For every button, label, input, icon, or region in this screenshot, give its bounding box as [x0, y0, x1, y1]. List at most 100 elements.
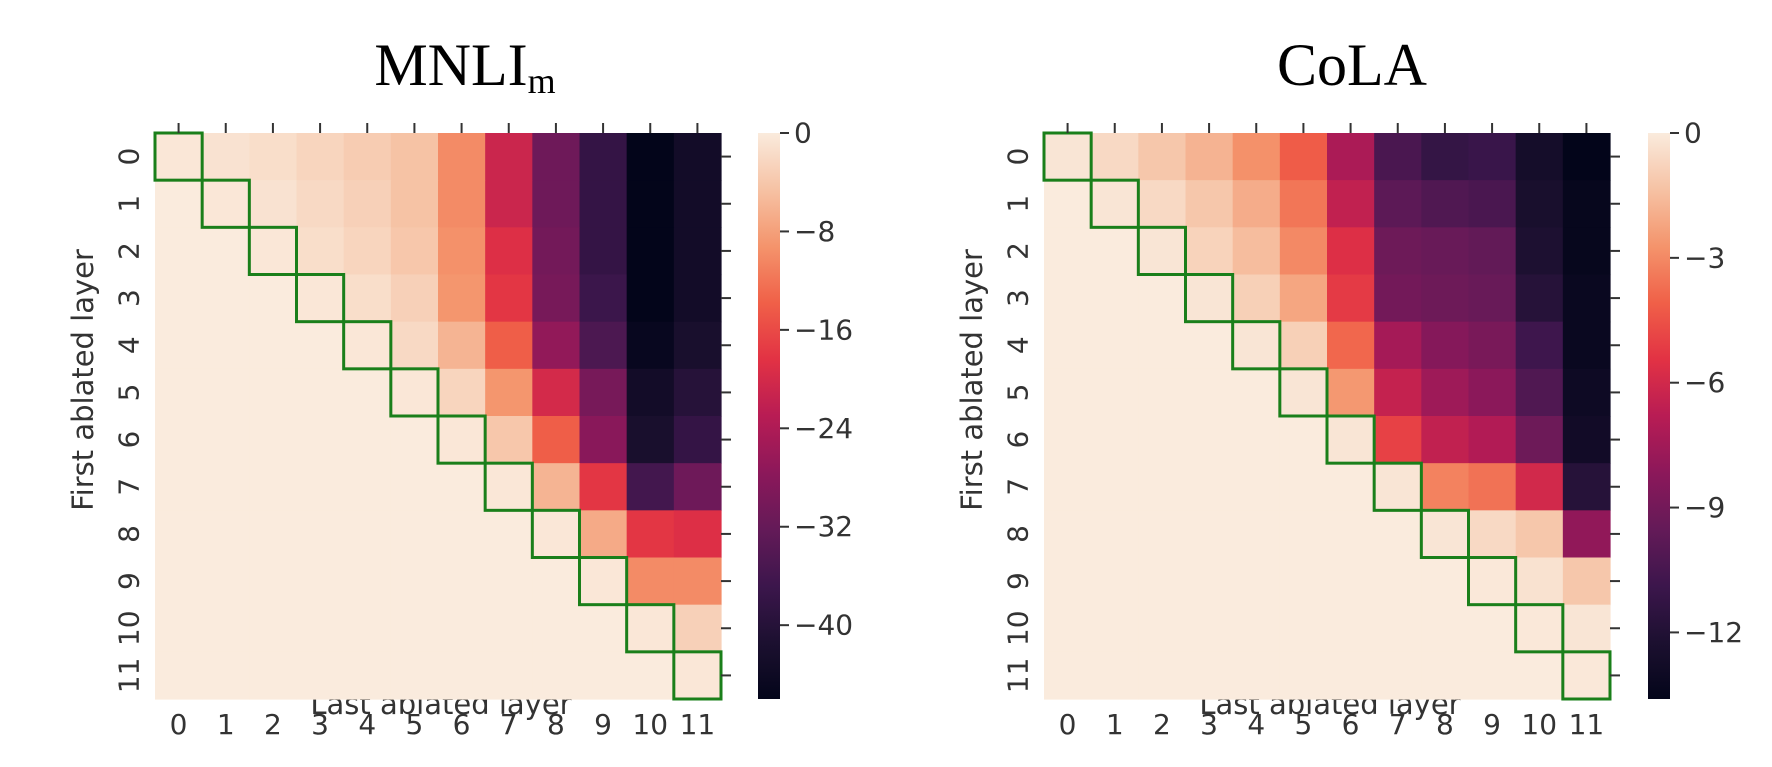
heatmap-cell	[155, 416, 203, 464]
heatmap-cell	[579, 227, 628, 276]
heatmap-cell	[1327, 368, 1375, 417]
heatmap-cell	[296, 133, 345, 181]
heatmap-cell	[1232, 227, 1281, 276]
heatmap-cell	[1138, 463, 1187, 511]
diagonal-cell-outline	[1325, 414, 1376, 465]
heatmap-cell	[438, 463, 486, 511]
y-tick-label: 0	[1002, 148, 1035, 166]
heatmap-cell	[1044, 557, 1092, 606]
heatmap-cell	[532, 133, 581, 181]
heatmap-cell	[438, 321, 486, 370]
heatmap-cell	[249, 274, 298, 323]
heatmap-cell	[390, 463, 439, 511]
heatmap-cell	[1562, 321, 1611, 370]
y-axis: 0 1 2 3 4 5 6 7 8 9 10 11	[1002, 148, 1620, 693]
heatmap-cell	[579, 557, 628, 606]
heatmap-cell	[579, 463, 628, 511]
heatmap-cell	[296, 463, 345, 511]
x-tick-label: 7	[1389, 708, 1407, 741]
heatmap-cell	[1185, 510, 1234, 559]
heatmap-cell	[343, 604, 392, 653]
heatmap-cell	[1515, 133, 1564, 181]
heatmap-cell	[343, 227, 392, 276]
heatmap-cell	[249, 227, 298, 276]
heatmap-cell	[532, 651, 581, 700]
heatmap-cell	[485, 133, 533, 181]
heatmap-cell	[626, 321, 675, 370]
heatmap-cell	[1044, 321, 1092, 370]
heatmap-cell	[485, 651, 533, 700]
heatmap-cell	[1374, 463, 1422, 511]
heatmap-cell	[155, 368, 203, 417]
diagonal-highlight	[1042, 131, 1612, 701]
colorbar-tick-label: 0	[794, 117, 812, 150]
heatmap-cell	[1185, 368, 1234, 417]
colorbar-tick-label: −3	[1684, 241, 1725, 274]
heatmap-cell	[202, 321, 250, 370]
heatmap-cell	[296, 651, 345, 700]
heatmap-cell	[390, 274, 439, 323]
heatmap-cell	[673, 321, 722, 370]
heatmap-cell	[1421, 180, 1470, 228]
x-tick-label: 0	[1059, 708, 1077, 741]
y-tick-label: 4	[113, 336, 146, 354]
heatmap-cell	[390, 557, 439, 606]
heatmap-cell	[1044, 416, 1092, 464]
heatmap-cell	[296, 227, 345, 276]
heatmap-cell	[390, 604, 439, 653]
heatmap-cell	[1421, 510, 1470, 559]
y-tick-label: 11	[113, 658, 146, 694]
heatmap-cell	[1515, 651, 1564, 700]
heatmap-cell	[390, 510, 439, 559]
heatmap-cell	[1279, 180, 1328, 228]
heatmap-cell	[1044, 180, 1092, 228]
colorbar-tick-label: −24	[794, 412, 853, 445]
y-tick-label: 10	[1002, 610, 1035, 646]
heatmap-cell	[1562, 557, 1611, 606]
heatmap-cell	[343, 416, 392, 464]
diagonal-cell-outline	[200, 178, 251, 229]
heatmap-cell	[1232, 321, 1281, 370]
heatmap-cell	[249, 180, 298, 228]
heatmap-cell	[1562, 651, 1611, 700]
x-tick-label: 10	[632, 708, 668, 741]
x-tick-label: 7	[500, 708, 518, 741]
heatmap-cell	[1515, 463, 1564, 511]
colorbar-gradient	[1648, 133, 1670, 699]
heatmap-cell	[1327, 274, 1375, 323]
heatmap-cell	[1515, 416, 1564, 464]
heatmap-cell	[1374, 274, 1422, 323]
diagonal-cell-outline	[1467, 556, 1518, 607]
heatmap-cell	[1421, 416, 1470, 464]
colorbar-gradient	[758, 133, 780, 699]
heatmap-cell	[343, 133, 392, 181]
heatmap-cell	[673, 510, 722, 559]
heatmap-cells	[1044, 133, 1611, 700]
heatmap-cell	[1279, 274, 1328, 323]
y-tick-label: 9	[113, 572, 146, 590]
heatmap-cell	[202, 274, 250, 323]
heatmap-cell	[390, 416, 439, 464]
y-tick-label: 2	[1002, 242, 1035, 260]
diagonal-cell-outline	[1372, 461, 1423, 512]
heatmap-cell	[1091, 368, 1139, 417]
heatmap-cell	[1468, 651, 1517, 700]
heatmap-cell	[579, 180, 628, 228]
heatmap-cell	[1185, 227, 1234, 276]
heatmap-cell	[438, 651, 486, 700]
heatmap-cell	[343, 463, 392, 511]
heatmap-cell	[532, 321, 581, 370]
heatmap-cell	[249, 463, 298, 511]
heatmap-cell	[343, 274, 392, 323]
heatmap-cell	[1044, 274, 1092, 323]
heatmap-cell	[1185, 321, 1234, 370]
heatmap-cell	[343, 651, 392, 700]
heatmap-cell	[343, 510, 392, 559]
heatmap-cell	[249, 368, 298, 417]
heatmap-cell	[1421, 604, 1470, 653]
x-tick-label: 9	[1483, 708, 1501, 741]
heatmap-cell	[673, 416, 722, 464]
heatmap-cell	[1515, 227, 1564, 276]
heatmap-cell	[249, 133, 298, 181]
